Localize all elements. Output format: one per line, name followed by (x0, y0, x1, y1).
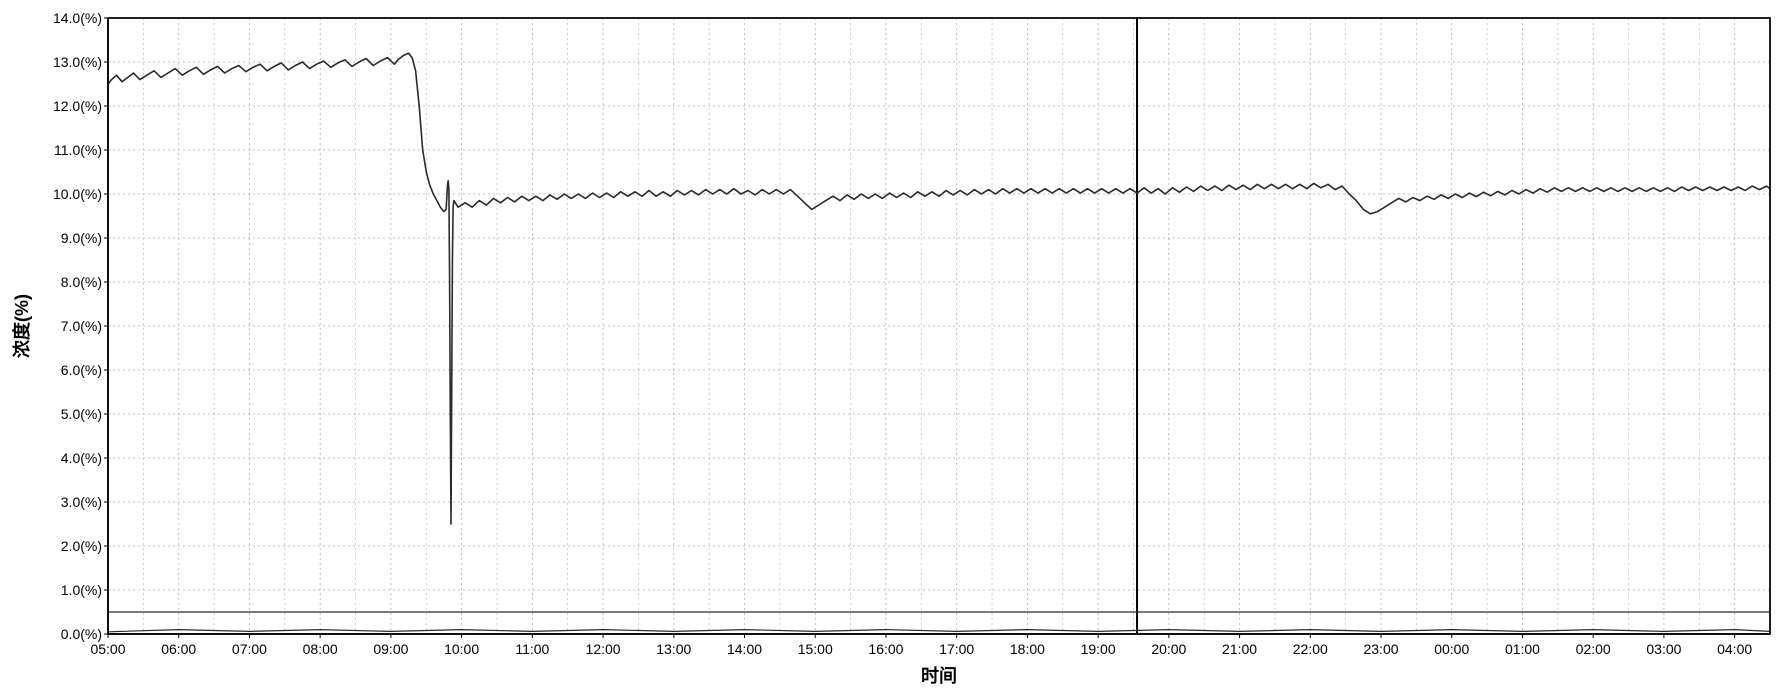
ytick-label: 9.0(%) (61, 230, 102, 246)
ytick-label: 10.0(%) (53, 186, 102, 202)
xtick-label: 09:00 (373, 641, 408, 657)
xtick-label: 14:00 (727, 641, 762, 657)
xtick-label: 01:00 (1505, 641, 1540, 657)
ytick-label: 14.0(%) (53, 10, 102, 26)
ytick-label: 6.0(%) (61, 362, 102, 378)
xtick-label: 22:00 (1293, 641, 1328, 657)
xtick-label: 15:00 (798, 641, 833, 657)
ytick-label: 4.0(%) (61, 450, 102, 466)
ytick-label: 8.0(%) (61, 274, 102, 290)
xtick-label: 12:00 (586, 641, 621, 657)
ytick-label: 3.0(%) (61, 494, 102, 510)
xtick-label: 13:00 (656, 641, 691, 657)
x-axis-label: 时间 (921, 666, 957, 686)
xtick-label: 11:00 (515, 641, 549, 657)
ytick-label: 1.0(%) (61, 582, 102, 598)
xtick-label: 03:00 (1646, 641, 1681, 657)
ytick-label: 7.0(%) (61, 318, 102, 334)
xtick-label: 10:00 (444, 641, 479, 657)
ytick-label: 0.0(%) (61, 626, 102, 642)
xtick-label: 23:00 (1363, 641, 1398, 657)
xtick-label: 17:00 (939, 641, 974, 657)
ytick-label: 11.0(%) (54, 142, 102, 158)
xtick-label: 02:00 (1576, 641, 1611, 657)
time-series-chart: 0.0(%) 1.0(%) 2.0(%) 3.0(%) 4.0(%) 5.0(%) 6.0(… (10, 10, 1778, 689)
ytick-label: 13.0(%) (53, 54, 102, 70)
xtick-label: 05:00 (90, 641, 125, 657)
chart-svg: 0.0(%) 1.0(%) 2.0(%) 3.0(%) 4.0(%) 5.0(%) 6.0(… (10, 10, 1778, 689)
xtick-label: 04:00 (1717, 641, 1752, 657)
y-axis-label: 浓度(%) (11, 294, 32, 358)
ytick-label: 12.0(%) (53, 98, 102, 114)
xtick-label: 07:00 (232, 641, 267, 657)
xtick-label: 08:00 (303, 641, 338, 657)
xtick-label: 20:00 (1151, 641, 1186, 657)
xtick-label: 00:00 (1434, 641, 1469, 657)
xtick-label: 18:00 (1010, 641, 1045, 657)
ytick-label: 5.0(%) (61, 406, 102, 422)
xtick-label: 06:00 (161, 641, 196, 657)
xtick-label: 16:00 (868, 641, 903, 657)
xtick-label: 19:00 (1081, 641, 1116, 657)
xtick-label: 21:00 (1222, 641, 1257, 657)
ytick-label: 2.0(%) (61, 538, 102, 554)
